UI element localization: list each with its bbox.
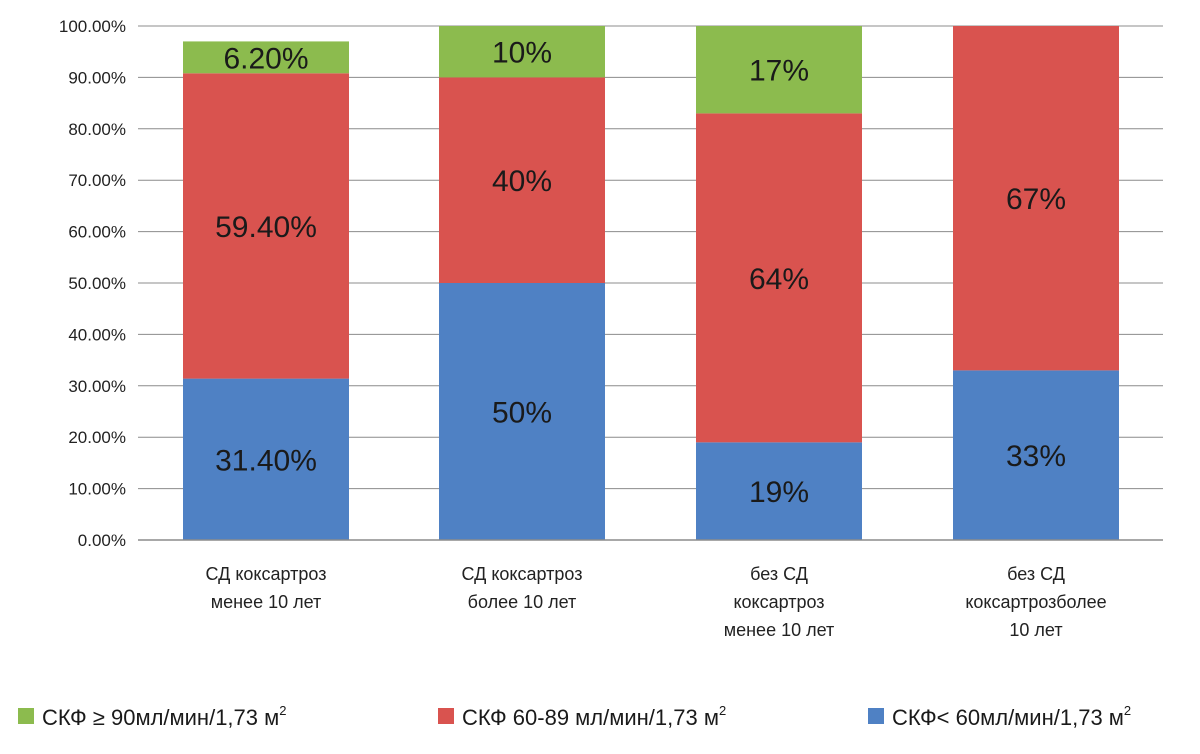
data-label: 10% (492, 37, 552, 70)
legend-entry: СКФ 60-89 мл/мин/1,73 м2 (462, 703, 726, 730)
bar-segment (696, 26, 862, 114)
data-label: 33% (1006, 440, 1066, 473)
legend-swatch (18, 708, 34, 724)
y-tick-label: 90.00% (68, 68, 126, 87)
x-tick-label: без СД коксартрозболее 10 лет (965, 564, 1106, 640)
y-tick-label: 80.00% (68, 120, 126, 139)
bar-segment (183, 378, 349, 540)
bar-segment (439, 283, 605, 540)
x-axis-category-labels: СД коксартроз менее 10 лет СД коксартроз бо… (206, 564, 1107, 640)
y-tick-label: 30.00% (68, 377, 126, 396)
y-tick-label: 0.00% (78, 531, 126, 550)
data-label: 31.40% (215, 444, 317, 477)
legend-entry: СКФ ≥ 90мл/мин/1,73 м2 (42, 703, 287, 730)
y-tick-label: 60.00% (68, 223, 126, 242)
legend-swatch (438, 708, 454, 724)
bar-segment (953, 26, 1119, 371)
bar-segment (696, 113, 862, 443)
y-tick-label: 50.00% (68, 274, 126, 293)
bar-segment (183, 73, 349, 379)
bar-segment (439, 77, 605, 284)
data-labels: 31.40% 59.40% 6.20% 50% 40% 10% 19% 64% 17% 33% 67… (215, 37, 1066, 509)
data-label: 19% (749, 476, 809, 509)
y-tick-label: 10.00% (68, 480, 126, 499)
data-label: 17% (749, 55, 809, 88)
legend: СКФ ≥ 90мл/мин/1,73 м2 СКФ 60-89 мл/мин/1… (18, 703, 1131, 730)
bar-segment (696, 442, 862, 540)
bar-segment (953, 370, 1119, 540)
x-tick-label: СД коксартроз менее 10 лет (206, 564, 327, 612)
x-tick-label: СД коксартроз более 10 лет (462, 564, 583, 612)
data-label: 40% (492, 165, 552, 198)
data-label: 59.40% (215, 211, 317, 244)
data-label: 50% (492, 397, 552, 430)
y-tick-label: 100.00% (59, 17, 126, 36)
y-tick-label: 20.00% (68, 428, 126, 447)
data-label: 64% (749, 263, 809, 296)
bars (183, 26, 1119, 540)
data-label: 67% (1006, 183, 1066, 216)
y-tick-label: 40.00% (68, 325, 126, 344)
x-tick-label: без СД коксартроз менее 10 лет (724, 564, 835, 640)
bar-segment (183, 41, 349, 74)
legend-swatch (868, 708, 884, 724)
legend-entry: СКФ< 60мл/мин/1,73 м2 (892, 703, 1131, 730)
y-tick-label: 70.00% (68, 171, 126, 190)
data-label: 6.20% (223, 42, 308, 75)
bar-segment (439, 26, 605, 78)
y-axis-tick-labels: 0.00% 10.00% 20.00% 30.00% 40.00% 50.00% 60.00… (59, 17, 126, 550)
